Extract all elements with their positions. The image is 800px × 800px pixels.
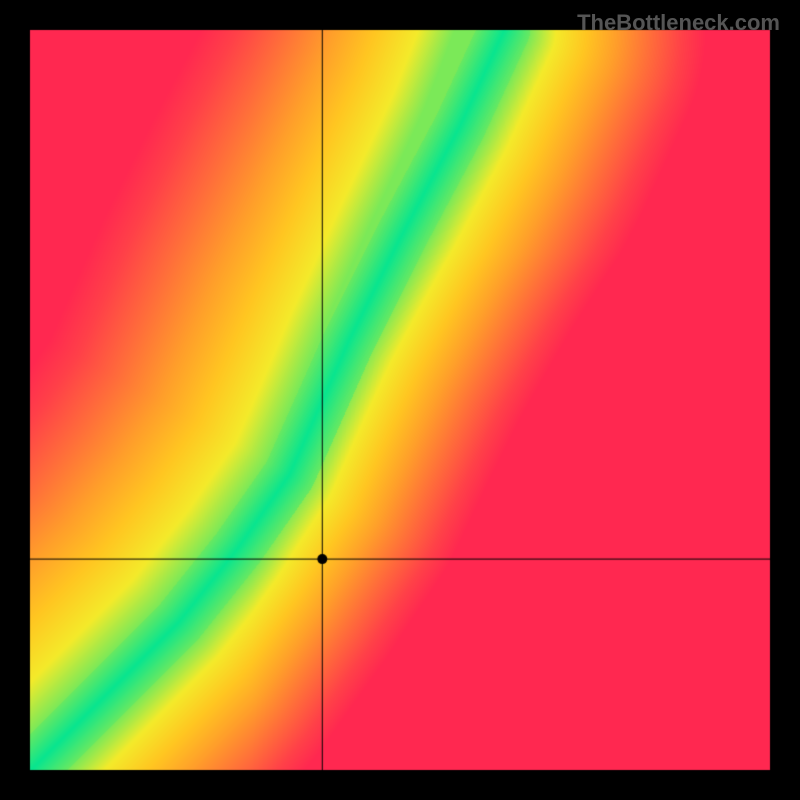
watermark-text: TheBottleneck.com (577, 10, 780, 36)
bottleneck-heatmap (0, 0, 800, 800)
